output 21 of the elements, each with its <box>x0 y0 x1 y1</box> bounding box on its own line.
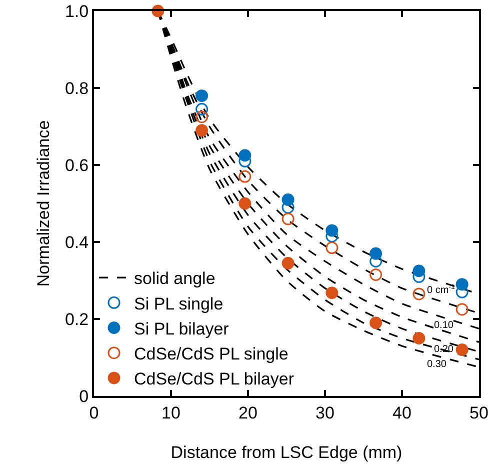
legend-label: Si PL bilayer <box>134 319 230 338</box>
y-tick-label: 1.0 <box>64 2 89 21</box>
x-tick-label: 20 <box>238 403 258 422</box>
legend-label: CdSe/CdS PL single <box>134 344 288 364</box>
y-tick-label: 0.8 <box>64 78 89 98</box>
x-tick-label: 50 <box>470 403 488 422</box>
y-tick-label: 0.6 <box>64 156 89 175</box>
legend-label: Si PL single <box>134 294 224 314</box>
annotation: 0.20 <box>434 344 454 355</box>
annotation: 0.30 <box>427 359 447 370</box>
x-tick-label: 40 <box>392 403 412 422</box>
legend-label: CdSe/CdS PL bilayer <box>134 370 294 389</box>
y-axis-title: Normalized Irradiance <box>34 120 53 287</box>
y-tick-label: 0.4 <box>64 232 89 252</box>
x-tick-label: 30 <box>316 403 334 422</box>
annotation: 0.10 <box>434 320 454 331</box>
x-tick-label: 10 <box>162 403 180 422</box>
y-tick-label: 0 <box>79 386 89 406</box>
x-axis-title: Distance from LSC Edge (mm) <box>170 443 402 462</box>
legend-label: solid angle <box>134 269 216 288</box>
y-tick-label: 0.2 <box>64 310 89 329</box>
